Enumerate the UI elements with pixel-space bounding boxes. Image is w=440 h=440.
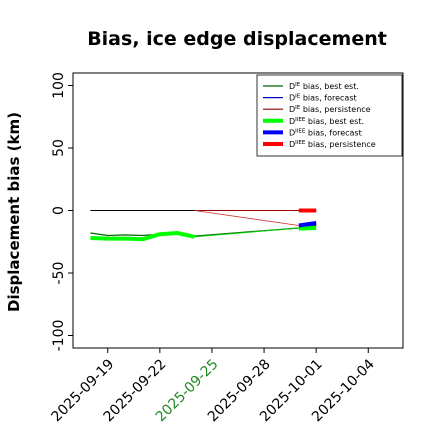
series-line-iiee_best_tail (298, 226, 317, 231)
series-line-iiee_best (90, 231, 196, 242)
series-line-ie_forecast_green (90, 224, 317, 237)
chart-legend: DIE bias, best est. DIE bias, forecast DIE… (256, 74, 403, 157)
y-axis-ticks: 100 50 0 -50 -100 (51, 72, 73, 351)
x-axis-ticks: 2025-09-192025-09-222025-09-252025-09-28… (49, 348, 378, 425)
y-tick-label: -50 (51, 262, 67, 285)
legend-entry-label: DIIEE bias, best est. (289, 117, 364, 126)
legend-entry-label: DIE bias, forecast (289, 94, 357, 103)
legend-entry-label: DIIEE bias, persistence (289, 140, 376, 149)
y-tick-label: 100 (51, 72, 67, 99)
series-line-iiee_best_thin (194, 227, 299, 238)
chart-title: Bias, ice edge displacement (87, 28, 387, 50)
legend-entry-label: DIE bias, persistence (289, 105, 371, 114)
y-axis-label: Displacement bias (km) (5, 112, 23, 312)
legend-entry-label: DIE bias, best est. (289, 82, 359, 91)
y-tick-label: 50 (51, 139, 67, 157)
series-line-iiee_forecast (298, 221, 317, 228)
series-line-iiee_persistence_thin (194, 210, 299, 226)
y-tick-label: -100 (51, 320, 67, 352)
series-layer (90, 208, 317, 242)
y-tick-label: 0 (51, 206, 67, 215)
legend-entry-label: DIIEE bias, forecast (289, 128, 362, 137)
